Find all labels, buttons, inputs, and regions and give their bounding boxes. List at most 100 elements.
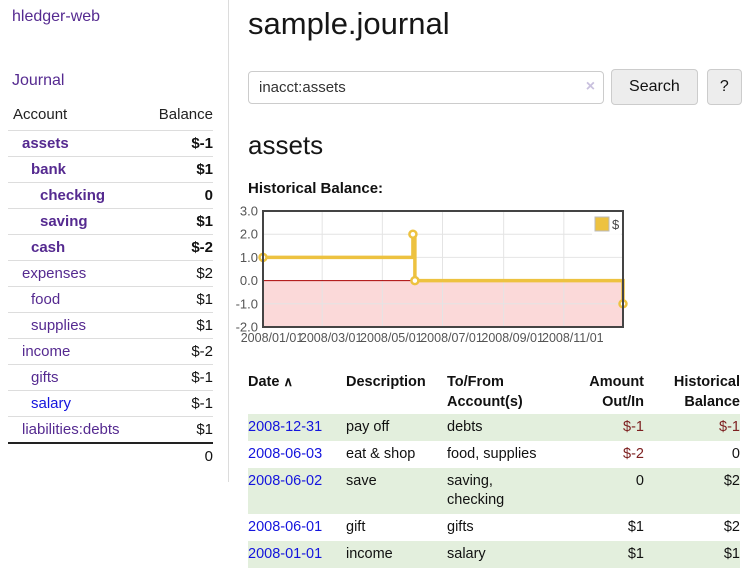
account-row: income $-2 <box>8 338 213 365</box>
account-balance: $1 <box>145 286 213 313</box>
svg-text:2008/09/01: 2008/09/01 <box>481 331 544 345</box>
account-row: expenses $2 <box>8 260 213 287</box>
account-link-supplies[interactable]: supplies <box>31 317 87 334</box>
transaction-balance: $1 <box>723 546 740 562</box>
date-column-header[interactable]: Date ∧ <box>248 374 293 390</box>
transaction-row: 2008-06-01 gift gifts $1 $2 <box>248 514 740 541</box>
search-button[interactable]: Search <box>611 69 698 105</box>
search-form: × Search ? <box>248 69 742 105</box>
svg-text:2008/03/01: 2008/03/01 <box>300 331 363 345</box>
svg-text:3.0: 3.0 <box>240 204 258 219</box>
account-balance: $1 <box>145 312 213 339</box>
transaction-balance: $2 <box>723 473 740 489</box>
svg-text:2008/07/01: 2008/07/01 <box>420 331 483 345</box>
sidebar: hledger-web Journal Account Balance asse… <box>0 0 229 482</box>
help-button[interactable]: ? <box>706 69 742 105</box>
account-heading: assets <box>248 130 324 160</box>
tofrom-column-header: To/From Account(s) <box>447 374 523 410</box>
svg-text:2008/01/01: 2008/01/01 <box>241 331 304 345</box>
svg-text:-1.0: -1.0 <box>236 296 258 311</box>
transaction-row: 2008-01-01 income salary $1 $1 <box>248 541 740 568</box>
transaction-balance: 0 <box>731 446 740 462</box>
transaction-row: 2008-12-31 pay off debts $-1 $-1 <box>248 414 740 441</box>
transaction-accounts: saving, checking <box>447 473 505 508</box>
account-balance: $1 <box>145 416 213 443</box>
svg-text:2008/11/01: 2008/11/01 <box>542 331 604 345</box>
main-content: sample.journal × Search ? assets Histori… <box>230 0 742 582</box>
transaction-date-link[interactable]: 2008-01-01 <box>248 546 323 562</box>
svg-text:2008/05/01: 2008/05/01 <box>360 331 423 345</box>
account-balance: $2 <box>145 260 213 287</box>
transaction-accounts: gifts <box>447 519 474 535</box>
account-link-checking[interactable]: checking <box>40 187 106 204</box>
account-row: salary $-1 <box>8 390 213 417</box>
account-link-saving[interactable]: saving <box>40 213 88 230</box>
sidebar-item-journal[interactable]: Journal <box>12 72 65 89</box>
svg-text:-2.0: -2.0 <box>236 320 258 335</box>
accounts-total-value: 0 <box>145 442 213 469</box>
account-row: saving $1 <box>8 208 213 235</box>
transaction-date-link[interactable]: 2008-06-02 <box>248 473 323 489</box>
account-row: liabilities:debts $1 <box>8 416 213 443</box>
account-link-assets[interactable]: assets <box>22 135 69 152</box>
search-input[interactable] <box>248 70 605 104</box>
transaction-balance: $2 <box>723 519 740 535</box>
clear-search-icon[interactable]: × <box>585 77 596 95</box>
transactions-table: Date ∧ Description To/From Account(s) Am… <box>248 370 740 568</box>
account-balance: $-2 <box>145 338 213 365</box>
transaction-amount: $-1 <box>623 419 644 435</box>
transaction-date-link[interactable]: 2008-06-01 <box>248 519 323 535</box>
account-row: gifts $-1 <box>8 364 213 391</box>
account-balance: $-1 <box>145 364 213 391</box>
account-balance: $-1 <box>145 390 213 417</box>
svg-text:0.0: 0.0 <box>240 273 258 288</box>
transaction-row: 2008-06-03 eat & shop food, supplies $-2… <box>248 441 740 468</box>
transaction-amount: 0 <box>635 473 644 489</box>
account-link-food[interactable]: food <box>31 291 61 308</box>
transaction-accounts: food, supplies <box>447 446 537 462</box>
app-title-link[interactable]: hledger-web <box>12 8 101 25</box>
transaction-accounts: debts <box>447 419 483 435</box>
account-balance: $1 <box>145 208 213 235</box>
account-row: supplies $1 <box>8 312 213 339</box>
transaction-description: pay off <box>346 419 390 435</box>
transaction-description: income <box>346 546 393 562</box>
accounts-column-header: Account <box>13 106 68 123</box>
transaction-row: 2008-06-02 save saving, checking 0 $2 <box>248 468 740 514</box>
account-link-income[interactable]: income <box>22 343 71 360</box>
sort-asc-icon: ∧ <box>283 374 293 389</box>
account-balance: 0 <box>145 182 213 209</box>
account-link-salary[interactable]: salary <box>31 395 72 412</box>
account-balance: $-1 <box>145 130 213 157</box>
account-link-gifts[interactable]: gifts <box>31 369 59 386</box>
page-title: sample.journal <box>248 6 450 41</box>
chart-section-label: Historical Balance: <box>248 180 384 197</box>
transaction-balance: $-1 <box>719 419 740 435</box>
transaction-description: gift <box>346 519 366 535</box>
amount-column-header: Amount Out/In <box>589 374 644 410</box>
svg-text:2.0: 2.0 <box>240 227 258 242</box>
transaction-date-link[interactable]: 2008-06-03 <box>248 446 323 462</box>
account-row: bank $1 <box>8 156 213 183</box>
chart-canvas: $3.0 2.0 1.0 0.0 -1.0 -2.02008/01/012008/03/0… <box>236 204 628 345</box>
transaction-accounts: salary <box>447 546 486 562</box>
account-link-expenses[interactable]: expenses <box>22 265 87 282</box>
description-column-header: Description <box>346 374 426 390</box>
transaction-description: save <box>346 473 377 489</box>
account-link-cash[interactable]: cash <box>31 239 66 256</box>
account-balance: $-2 <box>145 234 213 261</box>
svg-text:1.0: 1.0 <box>240 250 258 265</box>
transaction-amount: $-2 <box>623 446 644 462</box>
account-row: assets $-1 <box>8 130 213 157</box>
transaction-description: eat & shop <box>346 446 416 462</box>
balance-column-header: Historical Balance <box>673 374 740 410</box>
account-link-bank[interactable]: bank <box>31 161 67 178</box>
account-balance: $1 <box>145 156 213 183</box>
account-row: cash $-2 <box>8 234 213 261</box>
transaction-date-link[interactable]: 2008-12-31 <box>248 419 323 435</box>
historical-balance-chart: $3.0 2.0 1.0 0.0 -1.0 -2.0 2008/01/01 2008/03/0… <box>230 204 732 350</box>
transaction-amount: $1 <box>627 519 644 535</box>
svg-text:$: $ <box>612 217 620 232</box>
account-link-liabilities-debts[interactable]: liabilities:debts <box>22 421 120 438</box>
accounts-balance-table: Account Balance assets $-1 bank $1 check… <box>8 101 213 469</box>
